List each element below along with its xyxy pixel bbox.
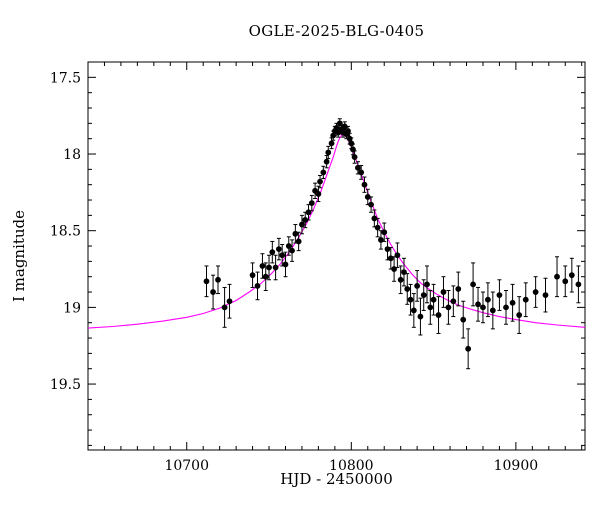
data-point xyxy=(387,255,394,262)
plot-frame xyxy=(87,61,586,451)
y-tick-label: 18.5 xyxy=(50,224,81,240)
y-tick-label: 17.5 xyxy=(50,70,81,86)
data-point xyxy=(401,269,407,276)
data-point xyxy=(226,298,233,305)
x-tick-label: 10900 xyxy=(494,458,539,474)
data-point xyxy=(414,283,421,289)
data-point xyxy=(269,249,276,256)
data-point xyxy=(266,264,272,271)
data-point xyxy=(427,304,434,311)
data-point xyxy=(417,313,424,320)
data-point xyxy=(503,304,509,311)
data-point xyxy=(378,236,384,243)
data-point xyxy=(368,201,374,208)
chart-title: OGLE-2025-BLG-0405 xyxy=(248,22,425,40)
x-tick-label: 10700 xyxy=(164,458,209,474)
data-point xyxy=(292,230,299,237)
data-point xyxy=(384,246,391,252)
data-point xyxy=(430,296,437,303)
data-point xyxy=(509,299,516,306)
data-point xyxy=(317,178,323,185)
data-point xyxy=(351,154,358,160)
data-point xyxy=(554,273,560,280)
data-point xyxy=(203,278,210,285)
data-point xyxy=(391,266,397,272)
data-point xyxy=(221,304,228,311)
data-point xyxy=(460,316,467,323)
data-point xyxy=(489,307,496,314)
data-point xyxy=(285,243,292,249)
data-point xyxy=(279,252,286,259)
data-point xyxy=(305,209,312,216)
data-point xyxy=(480,304,486,311)
data-point xyxy=(295,238,302,245)
data-point xyxy=(475,301,481,308)
tick-marks xyxy=(87,61,585,450)
x-axis-label: HJD - 2450000 xyxy=(280,470,393,488)
data-point xyxy=(407,296,414,303)
data-point xyxy=(328,140,335,147)
data-point xyxy=(532,289,539,295)
data-point xyxy=(562,278,569,285)
data-point xyxy=(424,281,430,288)
data-point xyxy=(358,169,365,176)
data-point xyxy=(485,296,491,303)
data-point xyxy=(568,272,575,279)
data-point xyxy=(254,283,261,289)
data-point xyxy=(397,276,404,283)
data-point xyxy=(345,128,351,134)
data-point xyxy=(450,298,457,305)
data-point xyxy=(410,307,417,314)
data-point xyxy=(299,221,305,228)
data-point xyxy=(249,272,256,279)
y-tick-label: 19.5 xyxy=(50,377,81,393)
data-point xyxy=(276,246,282,252)
data-point xyxy=(289,247,295,254)
y-tick-label: 19 xyxy=(63,300,81,316)
data-point xyxy=(354,164,361,171)
data-point xyxy=(455,286,462,292)
data-point xyxy=(320,169,327,176)
data-point xyxy=(575,281,582,288)
data-point xyxy=(323,158,330,165)
data-point xyxy=(374,224,381,231)
data-point xyxy=(272,264,279,271)
data-point xyxy=(496,292,503,299)
data-point xyxy=(465,345,472,352)
data-point xyxy=(470,281,476,288)
data-point xyxy=(259,263,266,269)
data-point xyxy=(420,292,427,299)
data-point xyxy=(308,200,315,206)
data-point xyxy=(435,312,442,318)
data-point xyxy=(522,296,529,303)
data-point xyxy=(361,181,368,188)
data-point xyxy=(381,229,388,236)
x-tick-label: 10800 xyxy=(329,458,374,474)
data-point xyxy=(404,286,411,292)
data-point xyxy=(210,289,216,295)
data-point xyxy=(440,289,447,295)
model-curve xyxy=(88,134,585,329)
data-point xyxy=(262,273,269,280)
data-point xyxy=(315,190,322,197)
data-point xyxy=(542,292,549,299)
data-point xyxy=(325,149,332,156)
data-point xyxy=(215,276,221,283)
data-point xyxy=(282,261,289,268)
tick-labels: 10700 10800 10900 17.5 18 18.5 19 19.5 xyxy=(50,70,538,474)
data-points xyxy=(203,118,582,370)
data-point xyxy=(445,304,452,311)
data-point xyxy=(394,252,401,259)
data-point xyxy=(516,312,523,318)
y-tick-label: 18 xyxy=(63,147,81,163)
